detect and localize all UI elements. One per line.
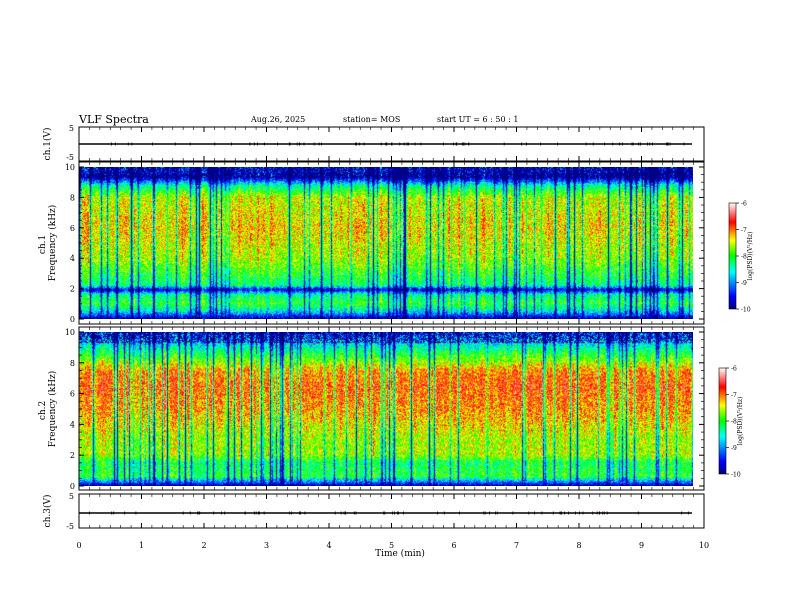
ch1-colorbar-label: log(PSD)(V²/Hz) bbox=[747, 232, 754, 281]
time-tick-label: 1 bbox=[139, 541, 144, 550]
time-tick-label: 9 bbox=[639, 541, 644, 550]
ch2-frequency-label: Frequency (kHz) bbox=[47, 371, 58, 448]
ch2-spectrogram-panel: 0246810 ch.2 Frequency (kHz) -6-7-8-9-10… bbox=[38, 327, 744, 491]
ch2-ytick-label: 8 bbox=[70, 359, 75, 368]
ch1-colorbar-tick-label: -6 bbox=[741, 201, 747, 208]
ch2-colorbar-label: log(PSD)(V²/Hz) bbox=[737, 397, 744, 446]
ch2-spectrogram-ylabel: ch.2 Frequency (kHz) bbox=[38, 371, 58, 448]
time-tick-label: 7 bbox=[514, 541, 519, 550]
ch1-colorbar bbox=[729, 203, 736, 309]
ch1-ytick-label: 0 bbox=[70, 315, 75, 324]
ch2-ytick-label: 2 bbox=[70, 451, 75, 460]
ch2-colorbar-tick-label: -6 bbox=[731, 366, 737, 373]
ch1-frequency-label: Frequency (kHz) bbox=[47, 205, 58, 282]
ch3-waveform-ylabel: ch.3(V) bbox=[42, 495, 53, 528]
ch1-ytick-label: 6 bbox=[70, 224, 75, 233]
ch1-ytick-label: 8 bbox=[70, 193, 75, 202]
ch2-spectrogram-image bbox=[79, 332, 693, 486]
ch2-channel-label: ch.2 bbox=[38, 401, 48, 420]
ch2-colorbar bbox=[719, 368, 726, 474]
ch2-ytick-label: 0 bbox=[70, 482, 75, 491]
time-tick-label: 4 bbox=[326, 541, 331, 550]
time-tick-label: 2 bbox=[201, 541, 206, 550]
ch1-ytick-label: 5 bbox=[69, 124, 74, 133]
ch1-ytick-label: -5 bbox=[66, 153, 74, 162]
ch2-ytick-label: 6 bbox=[70, 390, 75, 399]
ch1-channel-label: ch.1 bbox=[38, 235, 48, 254]
ch1-waveform-ylabel: ch.1(V) bbox=[42, 128, 53, 161]
ch1-spectrogram-panel: 0246810 ch.1 Frequency (kHz) -6-7-8-9-10… bbox=[38, 162, 754, 324]
ch1-ytick-label: 4 bbox=[70, 254, 75, 263]
ch3-ytick-label: 5 bbox=[69, 492, 74, 501]
time-axis-label: Time (min) bbox=[375, 548, 425, 559]
time-tick-label: 10 bbox=[699, 541, 709, 550]
ch2-ytick-label: 4 bbox=[70, 420, 75, 429]
time-tick-label: 3 bbox=[264, 541, 269, 550]
ch1-spectrogram-ylabel: ch.1 Frequency (kHz) bbox=[38, 205, 58, 282]
ch2-ytick-label: 10 bbox=[65, 328, 75, 337]
ch3-ytick-label: -5 bbox=[66, 522, 74, 531]
ch1-colorbar-tick-label: -10 bbox=[741, 307, 751, 314]
time-tick-label: 6 bbox=[451, 541, 456, 550]
vlf-figure: 5 -5 ch.1(V) 0246810 ch.1 Frequency (kHz… bbox=[0, 0, 792, 612]
time-tick-label: 0 bbox=[76, 541, 81, 550]
ch2-colorbar-tick-label: -10 bbox=[731, 472, 741, 479]
ch1-ytick-label: 2 bbox=[70, 285, 75, 294]
ch1-spectrogram-image bbox=[79, 167, 693, 319]
time-tick-label: 8 bbox=[576, 541, 581, 550]
ch1-ytick-label: 10 bbox=[65, 163, 75, 172]
